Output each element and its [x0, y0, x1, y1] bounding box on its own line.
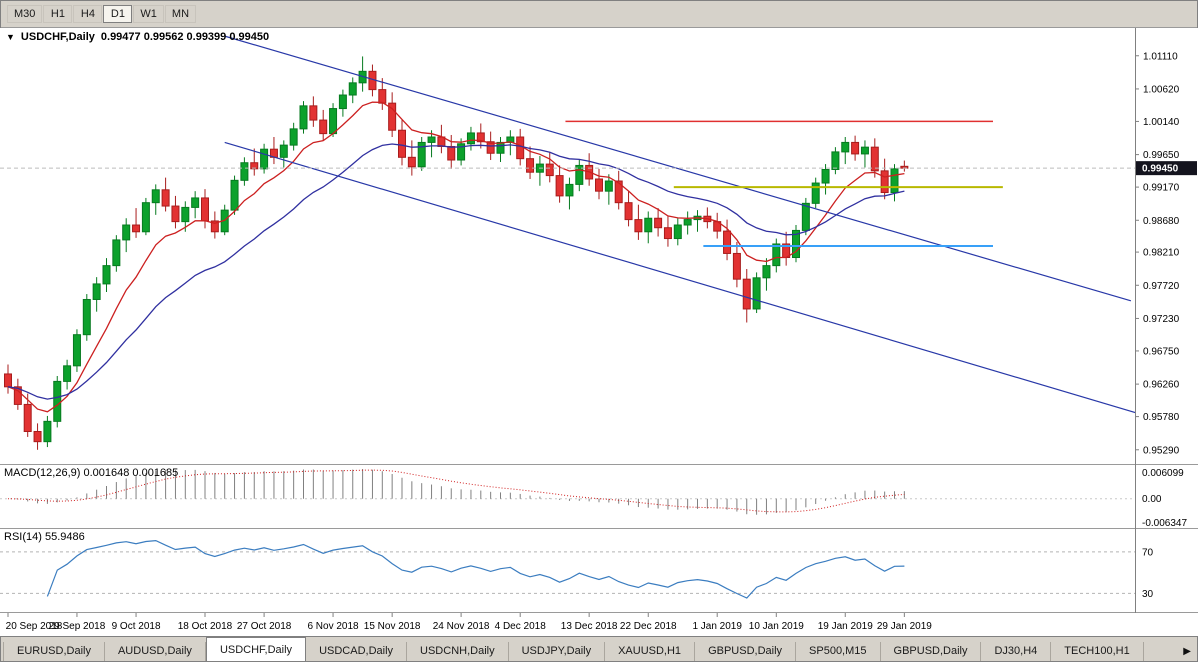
tabs-container: EURUSD,Daily AUDUSD,Daily USDCHF,Daily USDC…: [3, 637, 1144, 662]
timeframe-button-h1[interactable]: H1: [43, 4, 73, 23]
chart-symbol-label: USDCHF,Daily: [20, 31, 95, 43]
svg-text:22 Dec 2018: 22 Dec 2018: [620, 621, 677, 632]
tab-usdcnh-daily[interactable]: USDCNH,Daily: [407, 642, 509, 662]
chart-canvas[interactable]: 70 30 1.01110 1.00620 1.00140 0.99650 0.99170 0…: [0, 28, 1198, 636]
svg-text:-0.006347: -0.006347: [1142, 518, 1187, 529]
tab-xauusd-h1[interactable]: XAUUSD,H1: [605, 642, 696, 662]
bid-price-badge: [1136, 161, 1197, 176]
tab-eurusd-daily[interactable]: EURUSD,Daily: [3, 642, 105, 662]
chart-window: 70 30 1.01110 1.00620 1.00140 0.99650 0.99170 0…: [0, 28, 1198, 636]
tab-dj30-h4[interactable]: DJ30,H4: [981, 642, 1052, 662]
tab-audusd-daily[interactable]: AUDUSD,Daily: [105, 642, 206, 662]
chart-ohlc-label: 0.99477 0.99562 0.99399 0.99450: [100, 31, 270, 43]
svg-text:29 Sep 2018: 29 Sep 2018: [49, 621, 106, 632]
plot-layers[interactable]: [0, 35, 1161, 450]
timeframe-button-d1[interactable]: D1: [103, 4, 133, 23]
tab-usdcad-daily[interactable]: USDCAD,Daily: [306, 642, 408, 662]
svg-text:0.99170: 0.99170: [1143, 183, 1180, 194]
svg-text:1.01110: 1.01110: [1143, 51, 1178, 62]
svg-text:24 Nov 2018: 24 Nov 2018: [433, 621, 490, 632]
timeframe-button-w1[interactable]: W1: [133, 4, 164, 23]
svg-text:0.006099: 0.006099: [1142, 468, 1184, 479]
price-axis[interactable]: 1.01110 1.00620 1.00140 0.99650 0.99170 0.986…: [1135, 28, 1197, 613]
svg-text:0.97230: 0.97230: [1143, 314, 1180, 325]
svg-text:13 Dec 2018: 13 Dec 2018: [561, 621, 618, 632]
svg-text:70: 70: [1142, 547, 1154, 558]
svg-text:0.00: 0.00: [1142, 494, 1162, 505]
trendline-1[interactable]: [224, 35, 1132, 302]
svg-text:0.95780: 0.95780: [1143, 412, 1180, 423]
tab-sp500-m15[interactable]: SP500,M15: [796, 642, 881, 662]
timeframe-button-h4[interactable]: H4: [73, 4, 103, 23]
svg-text:0.96260: 0.96260: [1143, 380, 1180, 391]
svg-text:0.97720: 0.97720: [1143, 281, 1180, 292]
tab-scroll-right-button[interactable]: ▶: [1183, 646, 1191, 657]
svg-text:30: 30: [1142, 589, 1154, 600]
svg-text:1.00140: 1.00140: [1143, 117, 1180, 128]
svg-text:4 Dec 2018: 4 Dec 2018: [495, 621, 547, 632]
svg-text:27 Oct 2018: 27 Oct 2018: [237, 621, 292, 632]
timeframe-button-m30[interactable]: M30: [7, 4, 43, 23]
ma-fast-line: [7, 101, 905, 413]
rsi-layer: 70 30: [0, 539, 1154, 600]
rsi-line: [46, 539, 905, 599]
tab-tech100-h1[interactable]: TECH100,H1: [1051, 642, 1144, 662]
svg-text:0.99650: 0.99650: [1143, 150, 1180, 161]
svg-text:20 Sep 2018: 20 Sep 2018: [6, 621, 63, 632]
rsi-header: RSI(14) 55.9486: [4, 531, 85, 543]
timeframe-button-mn[interactable]: MN: [164, 4, 197, 23]
timeframe-toolbar: M30 H1 H4 D1 W1 MN: [0, 0, 1198, 28]
svg-text:10 Jan 2019: 10 Jan 2019: [749, 621, 804, 632]
candles-layer: [4, 56, 909, 450]
chart-tabbar: EURUSD,Daily AUDUSD,Daily USDCHF,Daily USDC…: [0, 636, 1198, 662]
macd-layer: [0, 469, 1135, 515]
trendline-2[interactable]: [224, 141, 1161, 420]
svg-text:0.96750: 0.96750: [1143, 346, 1180, 357]
svg-text:15 Nov 2018: 15 Nov 2018: [364, 621, 421, 632]
chart-icon: ▼: [6, 31, 15, 42]
svg-text:0.99450: 0.99450: [1142, 164, 1179, 175]
svg-text:29 Jan 2019: 29 Jan 2019: [877, 621, 932, 632]
svg-text:6 Nov 2018: 6 Nov 2018: [307, 621, 359, 632]
chart-title: ▼ USDCHF,Daily 0.99477 0.99562 0.99399 0…: [6, 31, 269, 43]
ma-slow-line: [7, 143, 905, 400]
svg-text:0.98680: 0.98680: [1143, 216, 1180, 227]
svg-text:1 Jan 2019: 1 Jan 2019: [692, 621, 742, 632]
svg-text:0.95290: 0.95290: [1143, 445, 1180, 456]
tab-gbpusd-daily[interactable]: GBPUSD,Daily: [695, 642, 797, 662]
svg-text:0.98210: 0.98210: [1143, 248, 1180, 259]
svg-text:1.00620: 1.00620: [1143, 84, 1180, 95]
macd-header: MACD(12,26,9) 0.001648 0.001685: [4, 467, 179, 479]
svg-text:9 Oct 2018: 9 Oct 2018: [112, 621, 161, 632]
svg-text:18 Oct 2018: 18 Oct 2018: [178, 621, 233, 632]
tab-usdjpy-daily[interactable]: USDJPY,Daily: [509, 642, 606, 662]
tab-gbpusd-daily[interactable]: GBPUSD,Daily: [881, 642, 982, 662]
tab-usdchf-daily[interactable]: USDCHF,Daily: [205, 637, 307, 662]
svg-text:19 Jan 2019: 19 Jan 2019: [818, 621, 873, 632]
